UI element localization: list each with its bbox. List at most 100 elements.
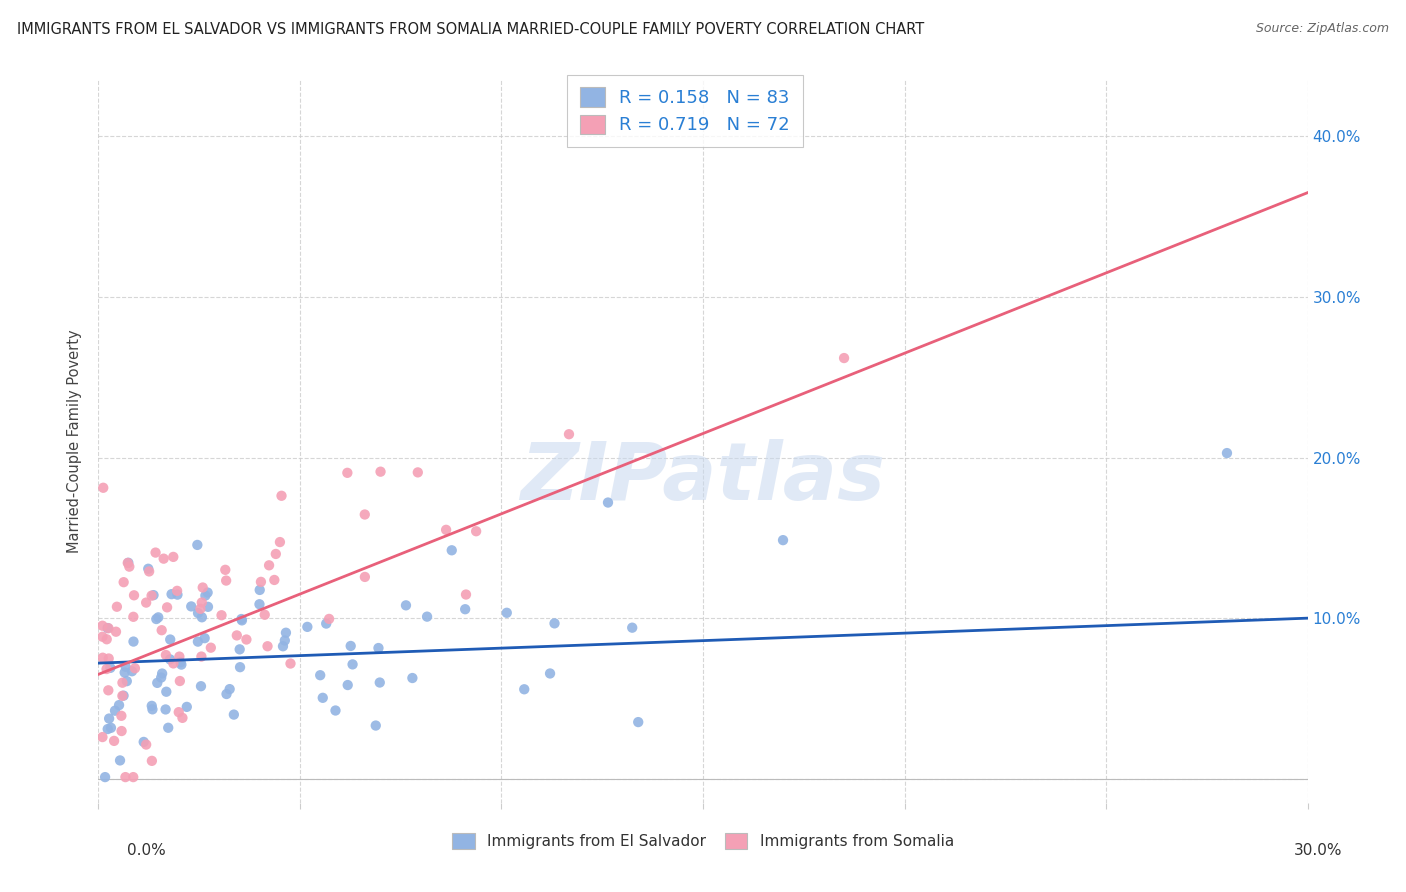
Point <box>118 559 141 574</box>
Point <box>97 621 120 635</box>
Point <box>97 722 120 736</box>
Point <box>315 616 337 631</box>
Point <box>228 642 250 657</box>
Point <box>190 679 212 693</box>
Point <box>145 545 167 559</box>
Point <box>186 538 208 552</box>
Point <box>135 738 157 752</box>
Legend: Immigrants from El Salvador, Immigrants from Somalia: Immigrants from El Salvador, Immigrants … <box>444 825 962 856</box>
Point <box>336 678 359 692</box>
Point <box>110 708 132 723</box>
Point <box>132 735 155 749</box>
Text: 0.0%: 0.0% <box>127 843 166 858</box>
Point <box>141 754 163 768</box>
Point <box>150 666 173 681</box>
Point <box>166 588 188 602</box>
Point <box>150 671 173 685</box>
Point <box>148 610 170 624</box>
Point <box>105 599 128 614</box>
Point <box>114 665 136 680</box>
Point <box>249 597 271 611</box>
Point <box>416 609 439 624</box>
Point <box>312 690 335 705</box>
Point <box>215 574 238 588</box>
Point <box>159 632 181 647</box>
Point <box>465 524 488 539</box>
Point <box>342 657 364 672</box>
Point <box>167 705 190 719</box>
Point <box>97 651 120 665</box>
Point <box>231 612 253 626</box>
Point <box>91 730 114 744</box>
Point <box>108 753 131 767</box>
Point <box>257 558 280 573</box>
Point <box>100 721 122 735</box>
Point <box>318 612 340 626</box>
Point <box>197 585 219 599</box>
Point <box>169 655 191 669</box>
Point <box>190 602 212 616</box>
Point <box>309 668 332 682</box>
Point <box>454 602 477 616</box>
Point <box>297 620 319 634</box>
Point <box>160 587 183 601</box>
Point <box>440 543 463 558</box>
Point <box>155 684 177 698</box>
Point <box>91 481 114 495</box>
Point <box>170 657 193 672</box>
Point <box>145 612 167 626</box>
Point <box>112 689 135 703</box>
Point <box>117 556 139 570</box>
Point <box>122 588 145 602</box>
Point <box>222 707 245 722</box>
Point <box>141 702 163 716</box>
Point <box>454 588 477 602</box>
Point <box>124 661 146 675</box>
Text: ZIPatlas: ZIPatlas <box>520 439 886 516</box>
Point <box>100 661 122 675</box>
Point <box>225 628 247 642</box>
Point <box>146 676 169 690</box>
Point <box>353 508 375 522</box>
Point <box>96 662 118 676</box>
Point <box>117 556 139 570</box>
Point <box>110 724 132 739</box>
Point <box>122 609 145 624</box>
Point <box>325 704 347 718</box>
Point <box>211 608 233 623</box>
Point <box>197 599 219 614</box>
Point <box>98 712 121 726</box>
Point <box>187 634 209 648</box>
Point <box>103 734 125 748</box>
Point <box>249 582 271 597</box>
Point <box>157 721 180 735</box>
Point <box>191 595 214 609</box>
Point <box>141 589 163 603</box>
Point <box>406 466 429 480</box>
Point <box>253 607 276 622</box>
Point <box>434 523 457 537</box>
Point <box>401 671 423 685</box>
Y-axis label: Married-Couple Family Poverty: Married-Couple Family Poverty <box>67 330 83 553</box>
Point <box>596 495 619 509</box>
Point <box>370 465 392 479</box>
Point <box>111 689 134 703</box>
Point <box>280 657 302 671</box>
Point <box>180 599 202 614</box>
Point <box>96 632 118 647</box>
Point <box>621 621 644 635</box>
Text: Source: ZipAtlas.com: Source: ZipAtlas.com <box>1256 22 1389 36</box>
Point <box>263 573 285 587</box>
Point <box>543 616 565 631</box>
Point <box>367 640 389 655</box>
Point <box>339 639 361 653</box>
Point <box>162 549 184 564</box>
Text: 30.0%: 30.0% <box>1295 843 1343 858</box>
Point <box>191 581 214 595</box>
Point <box>166 583 188 598</box>
Point <box>235 632 257 647</box>
Point <box>256 639 278 653</box>
Point <box>159 652 181 666</box>
Point <box>135 596 157 610</box>
Point <box>141 698 163 713</box>
